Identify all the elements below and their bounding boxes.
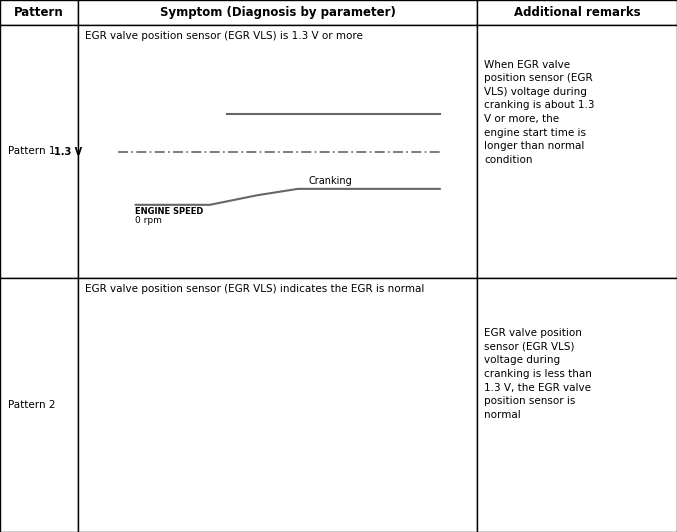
Text: Pattern 1: Pattern 1: [8, 146, 56, 156]
Text: EGR valve position sensor (EGR VLS) is 1.3 V or more: EGR valve position sensor (EGR VLS) is 1…: [85, 31, 362, 41]
Bar: [0, 278, 78, 532]
Text: Symptom (Diagnosis by parameter): Symptom (Diagnosis by parameter): [160, 6, 395, 19]
Text: EGR valve position
sensor (EGR VLS)
voltage during
cranking is less than
1.3 V, : EGR valve position sensor (EGR VLS) volt…: [484, 328, 592, 420]
Text: When EGR valve
position sensor (EGR
VLS) voltage during
cranking is about 1.3
V : When EGR valve position sensor (EGR VLS)…: [484, 60, 594, 165]
Text: Cranking: Cranking: [308, 176, 352, 186]
Bar: [477, 278, 677, 532]
Text: 0 rpm: 0 rpm: [135, 216, 162, 225]
Bar: [477, 25, 677, 278]
Text: 1.3 V: 1.3 V: [54, 147, 83, 156]
Text: Pattern 2: Pattern 2: [8, 400, 56, 410]
Bar: [78, 0, 477, 25]
Text: Additional remarks: Additional remarks: [514, 6, 640, 19]
Bar: [0, 25, 78, 278]
Bar: [78, 25, 477, 278]
Text: Pattern: Pattern: [14, 6, 64, 19]
Bar: [0, 0, 78, 25]
Bar: [477, 0, 677, 25]
Text: ENGINE SPEED: ENGINE SPEED: [135, 207, 204, 217]
Text: EGR valve position sensor (EGR VLS) indicates the EGR is normal: EGR valve position sensor (EGR VLS) indi…: [85, 284, 424, 294]
Bar: [78, 278, 477, 532]
